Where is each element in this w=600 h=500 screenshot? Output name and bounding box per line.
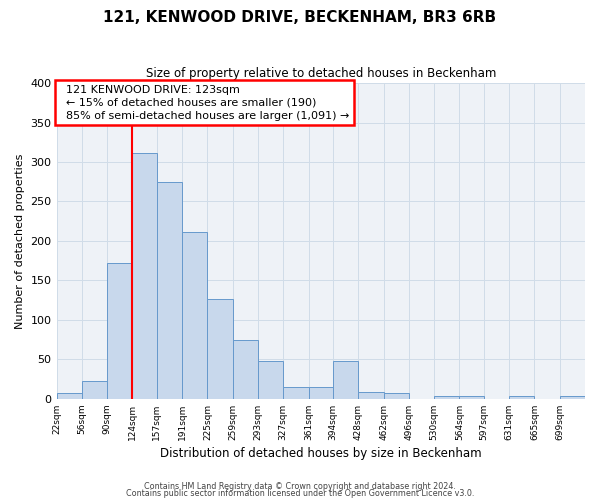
Bar xyxy=(233,340,258,399)
Y-axis label: Number of detached properties: Number of detached properties xyxy=(15,153,25,328)
Bar xyxy=(82,382,107,399)
X-axis label: Distribution of detached houses by size in Beckenham: Distribution of detached houses by size … xyxy=(160,447,482,460)
Text: 121 KENWOOD DRIVE: 123sqm
  ← 15% of detached houses are smaller (190)
  85% of : 121 KENWOOD DRIVE: 123sqm ← 15% of detac… xyxy=(59,84,350,121)
Bar xyxy=(182,232,208,399)
Bar xyxy=(56,394,82,399)
Bar xyxy=(258,361,283,399)
Bar xyxy=(333,361,358,399)
Bar xyxy=(283,387,308,399)
Bar xyxy=(358,392,383,399)
Bar xyxy=(560,396,585,399)
Text: Contains public sector information licensed under the Open Government Licence v3: Contains public sector information licen… xyxy=(126,490,474,498)
Bar xyxy=(308,387,333,399)
Bar xyxy=(434,396,460,399)
Bar xyxy=(509,396,535,399)
Bar xyxy=(157,182,182,399)
Bar xyxy=(383,392,409,399)
Text: 121, KENWOOD DRIVE, BECKENHAM, BR3 6RB: 121, KENWOOD DRIVE, BECKENHAM, BR3 6RB xyxy=(103,10,497,25)
Bar xyxy=(460,396,484,399)
Text: Contains HM Land Registry data © Crown copyright and database right 2024.: Contains HM Land Registry data © Crown c… xyxy=(144,482,456,491)
Title: Size of property relative to detached houses in Beckenham: Size of property relative to detached ho… xyxy=(146,68,496,80)
Bar xyxy=(133,154,157,399)
Bar xyxy=(107,263,133,399)
Bar xyxy=(208,300,233,399)
